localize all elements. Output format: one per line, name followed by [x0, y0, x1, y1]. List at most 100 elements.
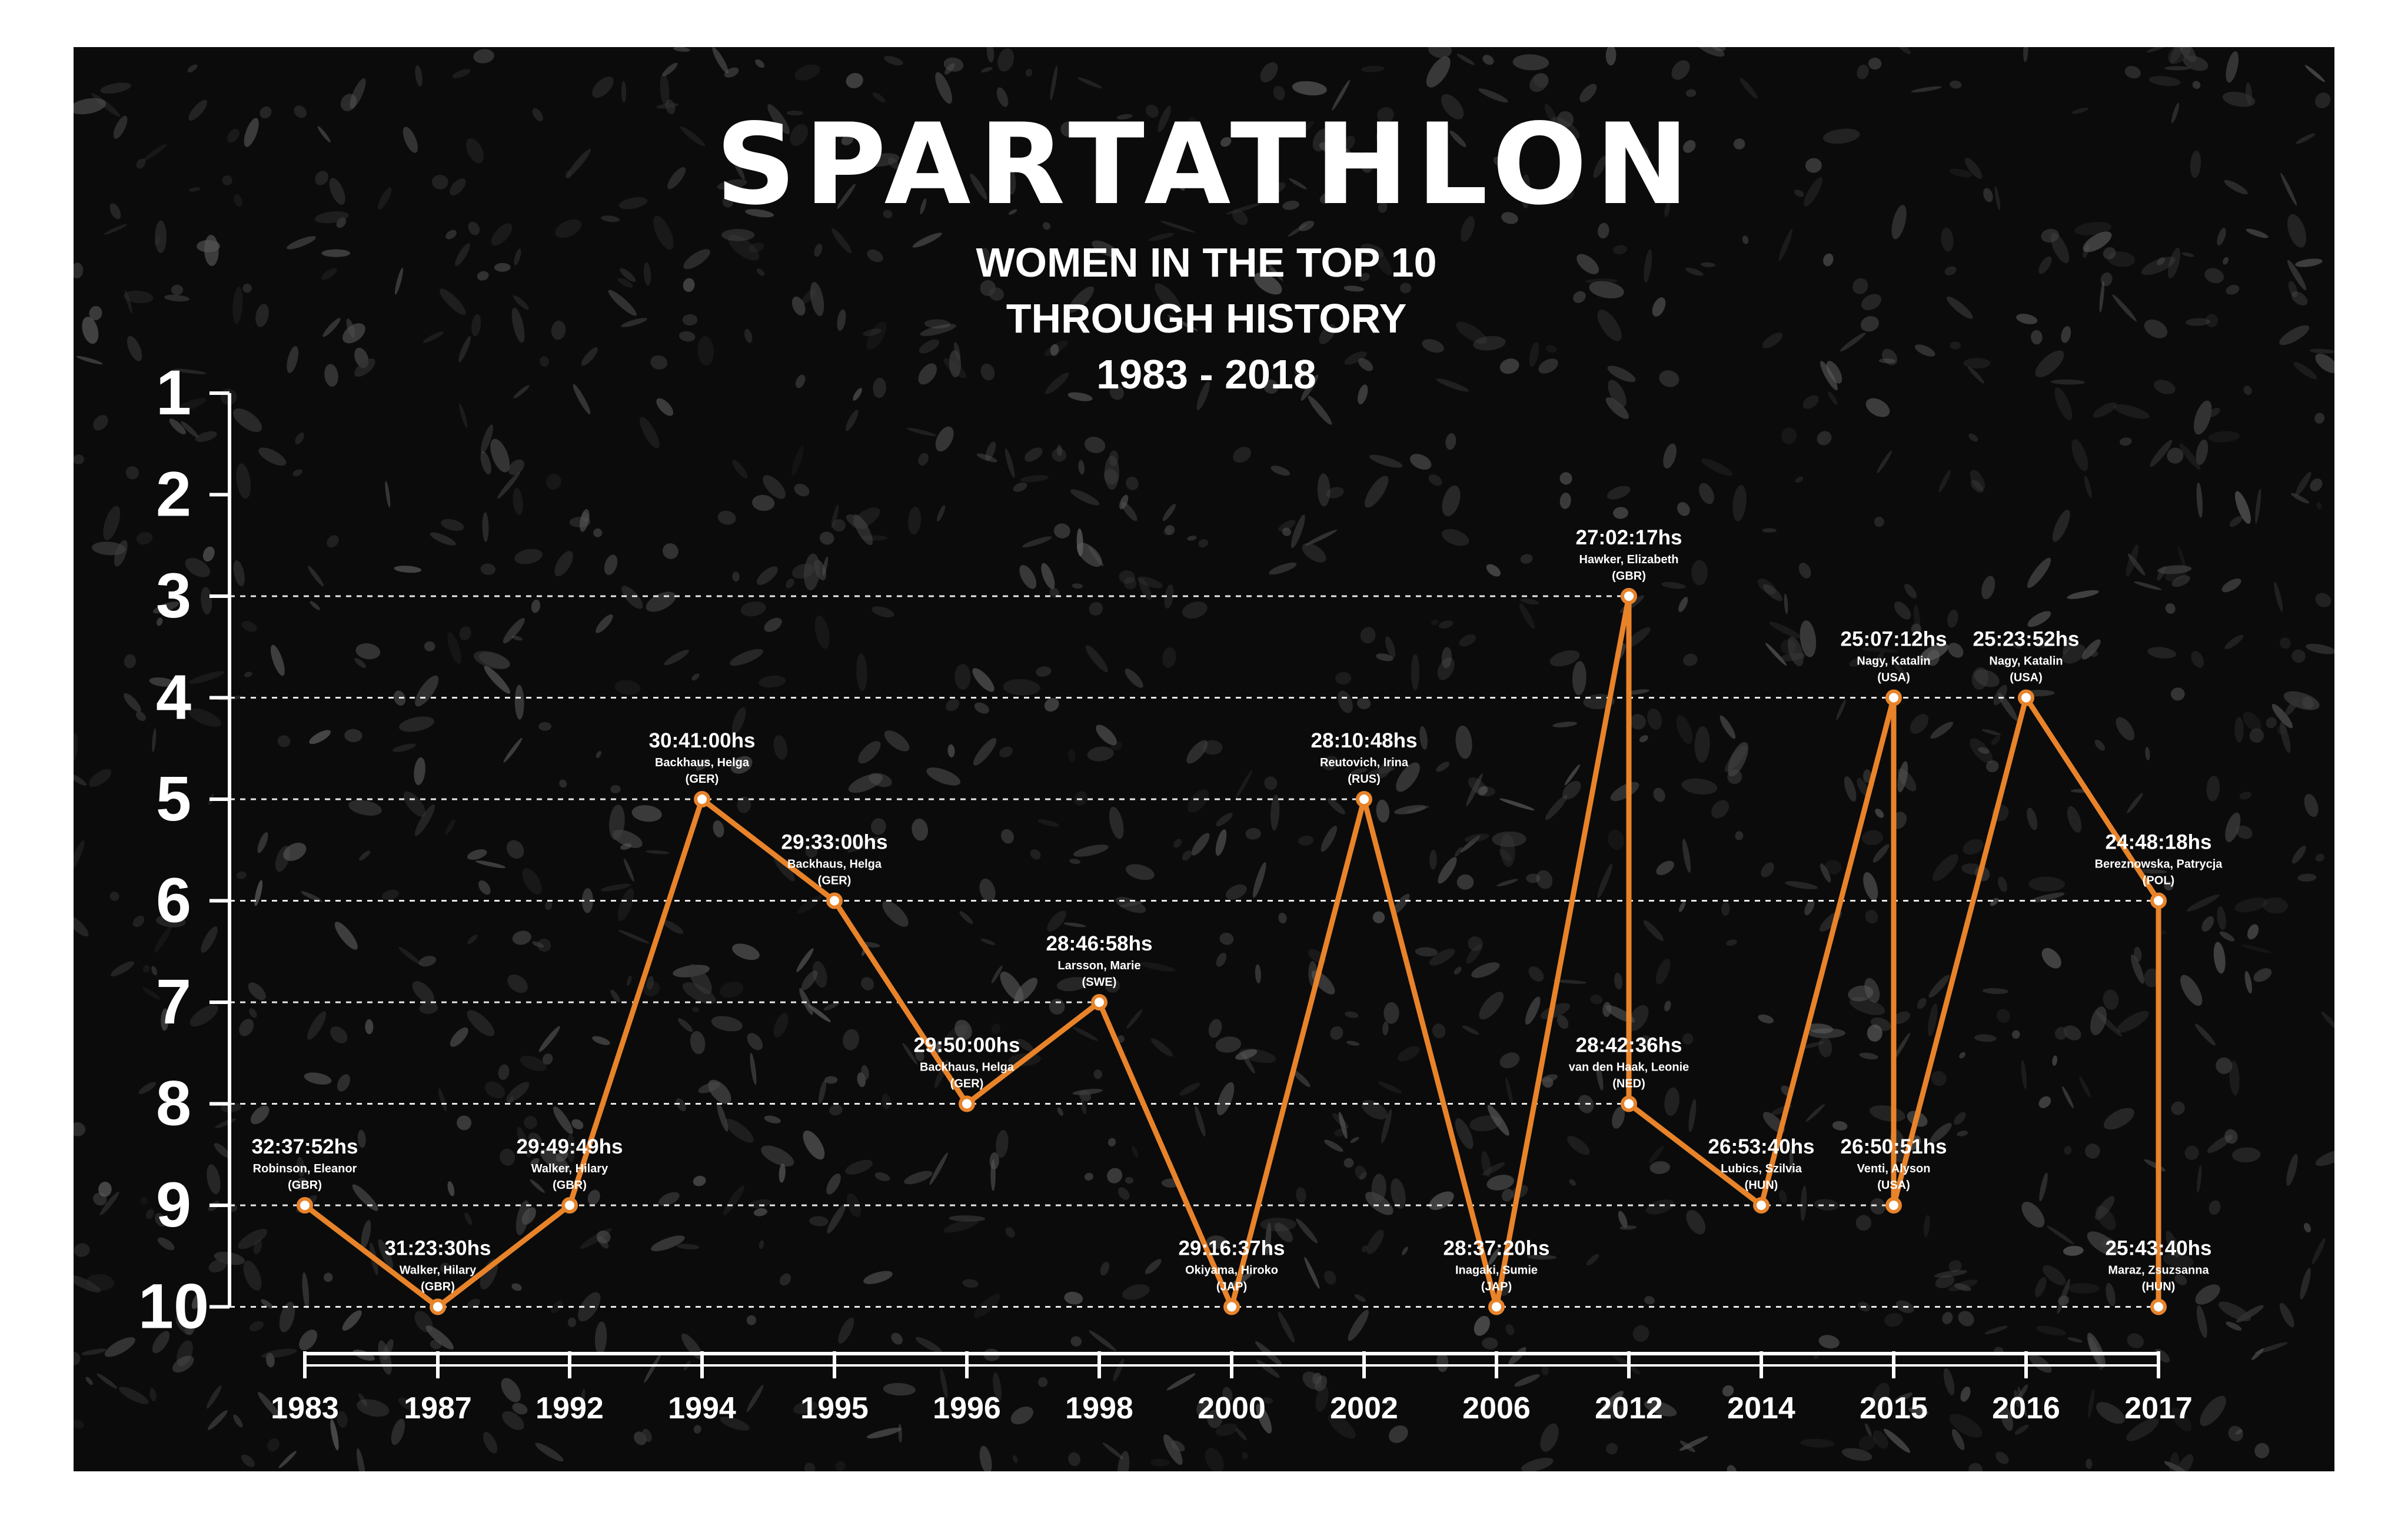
texture-speck [1612, 1106, 1625, 1129]
texture-speck [794, 64, 820, 81]
texture-speck [593, 528, 603, 537]
texture-speck [1552, 979, 1587, 984]
texture-speck [2087, 1332, 2106, 1368]
data-label-country: (GBR) [1612, 570, 1646, 583]
texture-speck [691, 673, 700, 681]
texture-speck [2239, 792, 2252, 800]
texture-speck [1036, 666, 1052, 677]
texture-speck [1931, 1071, 1947, 1086]
texture-speck [508, 459, 525, 475]
texture-speck [1948, 643, 1964, 658]
texture-speck [1914, 344, 1935, 357]
texture-speck [1369, 454, 1403, 468]
texture-speck [731, 707, 746, 734]
texture-speck [2177, 546, 2187, 571]
texture-speck [1235, 1428, 1247, 1441]
texture-speck [1329, 170, 1342, 193]
texture-speck [1025, 69, 1033, 77]
texture-speck [779, 1273, 791, 1286]
texture-speck [1639, 735, 1648, 743]
texture-speck [1273, 85, 1285, 101]
texture-speck [314, 211, 349, 224]
texture-speck [2235, 1429, 2243, 1435]
texture-speck [1981, 576, 1995, 600]
texture-speck [1721, 902, 1730, 916]
texture-speck [2047, 1225, 2074, 1245]
texture-speck [814, 243, 823, 257]
texture-speck [676, 1244, 700, 1249]
texture-speck [1265, 1222, 1272, 1256]
texture-speck [1092, 240, 1119, 258]
texture-speck [2208, 431, 2240, 443]
data-label-name: Backhaus, Helga [920, 1061, 1015, 1074]
texture-speck [2038, 256, 2052, 274]
texture-speck [515, 1200, 530, 1235]
x-tick-label: 2006 [1462, 1391, 1531, 1425]
texture-speck [1195, 1105, 1206, 1137]
texture-speck [1978, 747, 1990, 754]
texture-speck [1659, 370, 1679, 387]
texture-speck [77, 355, 103, 365]
texture-speck [764, 617, 782, 632]
texture-speck [617, 278, 633, 288]
texture-speck [2034, 637, 2056, 648]
texture-speck [767, 104, 790, 134]
texture-speck [973, 1294, 1001, 1318]
texture-speck [996, 87, 1009, 107]
texture-speck [2314, 413, 2325, 424]
texture-speck [1644, 1400, 1677, 1417]
texture-speck [398, 1397, 417, 1411]
texture-speck [1037, 1377, 1048, 1387]
texture-speck [237, 871, 247, 879]
series-line [297, 588, 2167, 1315]
texture-speck [713, 820, 724, 837]
texture-speck [1593, 155, 1607, 178]
texture-speck [1602, 1002, 1612, 1017]
texture-speck [1493, 157, 1505, 168]
texture-speck [1576, 254, 1599, 274]
texture-speck [322, 318, 341, 337]
texture-speck [244, 672, 252, 677]
texture-speck [1991, 736, 2001, 745]
texture-speck [1732, 484, 1747, 521]
texture-speck [812, 960, 827, 988]
texture-speck [1088, 546, 1104, 567]
texture-speck [233, 560, 245, 587]
texture-speck [861, 535, 888, 541]
texture-speck [74, 1275, 101, 1293]
texture-speck [740, 601, 766, 617]
data-point-marker [826, 892, 843, 909]
texture-speck [1908, 1407, 1929, 1415]
texture-speck [239, 1019, 254, 1036]
texture-speck [261, 1299, 273, 1309]
texture-speck [1460, 835, 1481, 853]
texture-speck [392, 743, 416, 752]
texture-speck [1499, 798, 1535, 810]
texture-speck [1308, 395, 1332, 425]
texture-speck [327, 535, 339, 548]
texture-speck [1438, 857, 1457, 884]
texture-speck [149, 677, 175, 687]
texture-speck [2218, 1301, 2251, 1321]
texture-speck [1079, 1090, 1092, 1102]
texture-speck [1826, 361, 1842, 384]
texture-speck [759, 1240, 764, 1249]
texture-speck [571, 1119, 584, 1129]
texture-speck [749, 1199, 771, 1209]
texture-speck [227, 129, 240, 143]
texture-speck [724, 67, 739, 78]
texture-speck [450, 1027, 468, 1047]
texture-speck [522, 868, 542, 895]
texture-speck [1711, 47, 1726, 52]
texture-speck [1005, 448, 1015, 478]
texture-speck [342, 323, 365, 344]
texture-speck [257, 832, 268, 853]
texture-speck [1437, 657, 1455, 680]
texture-speck [818, 1080, 827, 1104]
texture-speck [329, 178, 345, 205]
texture-speck [1499, 849, 1512, 862]
texture-speck [301, 891, 322, 902]
texture-speck [1468, 936, 1483, 951]
texture-speck [1795, 476, 1804, 483]
texture-speck [1445, 433, 1456, 450]
